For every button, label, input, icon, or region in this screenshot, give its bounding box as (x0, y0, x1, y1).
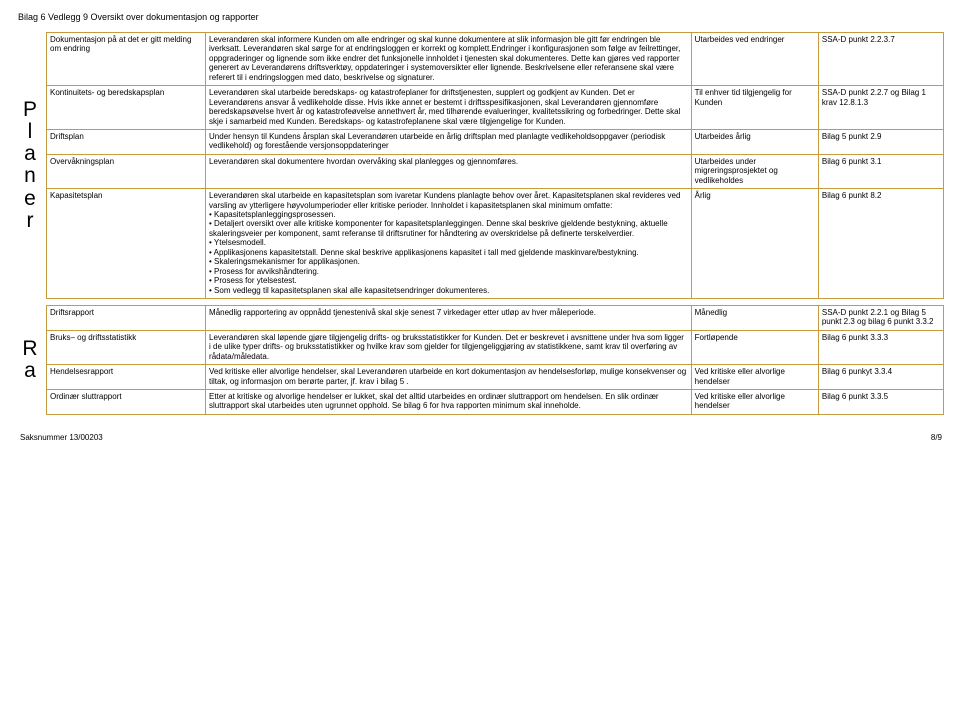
cell-c1: Overvåkningsplan (47, 154, 206, 188)
cell-c3: Utarbeides ved endringer (691, 33, 818, 86)
cell-c2: Etter at kritiske og alvorlige hendelser… (206, 390, 692, 415)
side-label-planer: Planer (18, 32, 46, 299)
cell-c2: Ved kritiske eller alvorlige hendelser, … (206, 365, 692, 390)
cell-c1: Dokumentasjon på at det er gitt melding … (47, 33, 206, 86)
section-rapporter: Ra DriftsrapportMånedlig rapportering av… (18, 305, 944, 415)
cell-c1: Ordinær sluttrapport (47, 390, 206, 415)
cell-c3: Månedlig (691, 305, 818, 330)
table-row: DriftsplanUnder hensyn til Kundens årspl… (47, 129, 944, 154)
cell-c4: SSA-D punkt 2.2.1 og Bilag 5 punkt 2.3 o… (818, 305, 943, 330)
table-planer: Dokumentasjon på at det er gitt melding … (46, 32, 944, 299)
cell-c2: Leverandøren skal dokumentere hvordan ov… (206, 154, 692, 188)
cell-c2: Leverandøren skal utarbeide en kapasitet… (206, 189, 692, 299)
table-row: Ordinær sluttrapportEtter at kritiske og… (47, 390, 944, 415)
cell-c3: Ved kritiske eller alvorlige hendelser (691, 365, 818, 390)
page-footer: Saksnummer 13/00203 8/9 (18, 433, 944, 442)
cell-c1: Driftsrapport (47, 305, 206, 330)
cell-c4: Bilag 6 punkyt 3.3.4 (818, 365, 943, 390)
cell-c2: Leverandøren skal løpende gjøre tilgjeng… (206, 330, 692, 364)
cell-c1: Kontinuitets- og beredskapsplan (47, 86, 206, 130)
table-row: Dokumentasjon på at det er gitt melding … (47, 33, 944, 86)
side-letter: n (24, 165, 36, 187)
cell-c2: Månedlig rapportering av oppnådd tjenest… (206, 305, 692, 330)
cell-c1: Bruks– og driftsstatistikk (47, 330, 206, 364)
cell-c3: Utarbeides under migreringsprosjektet og… (691, 154, 818, 188)
table-row: OvervåkningsplanLeverandøren skal dokume… (47, 154, 944, 188)
page: Bilag 6 Vedlegg 9 Oversikt over dokument… (0, 0, 960, 706)
cell-c4: Bilag 5 punkt 2.9 (818, 129, 943, 154)
cell-c3: Utarbeides årlig (691, 129, 818, 154)
cell-c4: SSA-D punkt 2.2.3.7 (818, 33, 943, 86)
cell-c3: Til enhver tid tilgjengelig for Kunden (691, 86, 818, 130)
cell-c1: Driftsplan (47, 129, 206, 154)
cell-c2: Leverandøren skal utarbeide beredskaps- … (206, 86, 692, 130)
cell-c2: Leverandøren skal informere Kunden om al… (206, 33, 692, 86)
side-letter: l (28, 121, 33, 143)
footer-left: Saksnummer 13/00203 (20, 433, 103, 442)
table-rapporter: DriftsrapportMånedlig rapportering av op… (46, 305, 944, 415)
cell-c1: Hendelsesrapport (47, 365, 206, 390)
document-title: Bilag 6 Vedlegg 9 Oversikt over dokument… (18, 12, 944, 22)
cell-c4: Bilag 6 punkt 3.3.5 (818, 390, 943, 415)
table-row: Bruks– og driftsstatistikkLeverandøren s… (47, 330, 944, 364)
side-letter: P (23, 99, 37, 121)
cell-c2: Under hensyn til Kundens årsplan skal Le… (206, 129, 692, 154)
cell-c3: Årlig (691, 189, 818, 299)
side-letter: a (24, 143, 36, 165)
cell-c3: Fortløpende (691, 330, 818, 364)
side-letter: r (27, 210, 34, 232)
side-label-rapporter: Ra (18, 305, 46, 415)
cell-c1: Kapasitetsplan (47, 189, 206, 299)
cell-c4: Bilag 6 punkt 3.3.3 (818, 330, 943, 364)
table-row: HendelsesrapportVed kritiske eller alvor… (47, 365, 944, 390)
side-letter: e (24, 188, 36, 210)
table-row: DriftsrapportMånedlig rapportering av op… (47, 305, 944, 330)
table-row: KapasitetsplanLeverandøren skal utarbeid… (47, 189, 944, 299)
footer-right: 8/9 (931, 433, 942, 442)
cell-c3: Ved kritiske eller alvorlige hendelser (691, 390, 818, 415)
cell-c4: SSA-D punkt 2.2.7 og Bilag 1 krav 12.8.1… (818, 86, 943, 130)
section-planer: Planer Dokumentasjon på at det er gitt m… (18, 32, 944, 299)
table-row: Kontinuitets- og beredskapsplanLeverandø… (47, 86, 944, 130)
cell-c4: Bilag 6 punkt 8.2 (818, 189, 943, 299)
side-letter: a (24, 360, 36, 382)
side-letter: R (22, 338, 37, 360)
cell-c4: Bilag 6 punkt 3.1 (818, 154, 943, 188)
